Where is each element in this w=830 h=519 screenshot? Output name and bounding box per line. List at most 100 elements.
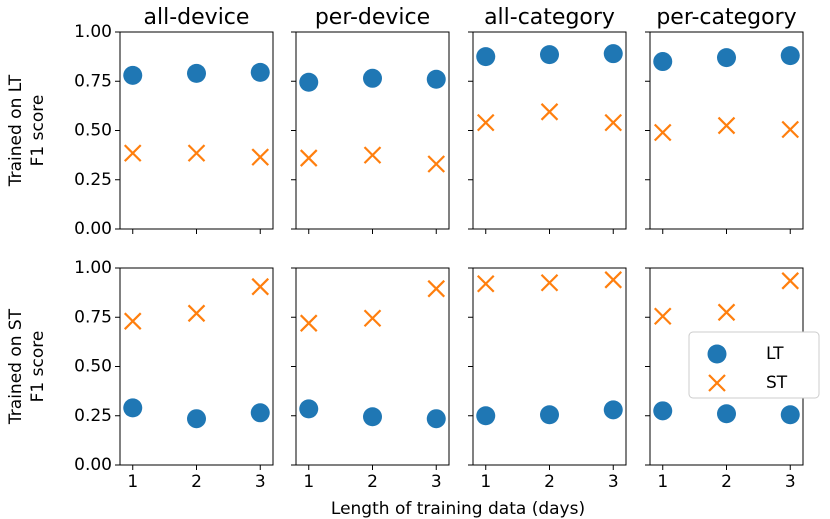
point-lt bbox=[653, 52, 673, 72]
panel-frame bbox=[119, 31, 274, 230]
point-lt bbox=[426, 409, 446, 429]
point-lt bbox=[299, 399, 319, 419]
point-lt bbox=[717, 404, 736, 424]
point-st bbox=[717, 116, 736, 135]
point-st bbox=[653, 123, 672, 142]
panel-r2-c2: 1 2 3 bbox=[291, 267, 450, 492]
legend-point-st-stroke-b bbox=[708, 374, 726, 392]
y-axis-label-row2: F1 score bbox=[28, 331, 48, 403]
legend: LT ST bbox=[688, 331, 820, 399]
point-st bbox=[363, 309, 382, 328]
x-tick-label: 1 bbox=[303, 472, 314, 492]
point-lt bbox=[363, 407, 382, 427]
point-st bbox=[123, 312, 142, 330]
point-lt bbox=[363, 68, 382, 88]
point-st bbox=[187, 304, 206, 323]
point-lt bbox=[476, 47, 496, 67]
x-tick-label: 2 bbox=[191, 472, 202, 492]
point-st-stroke-b bbox=[427, 279, 446, 298]
point-st bbox=[604, 113, 623, 132]
point-st-stroke-b bbox=[123, 144, 142, 162]
legend-point-lt bbox=[707, 344, 727, 364]
point-lt bbox=[250, 403, 270, 423]
point-lt bbox=[187, 63, 206, 83]
point-st-stroke-b bbox=[476, 274, 495, 293]
point-st-stroke-b bbox=[781, 272, 800, 290]
x-tick-label: 2 bbox=[544, 472, 555, 492]
point-lt bbox=[603, 44, 623, 64]
y-tick-label: 0.00 bbox=[74, 219, 112, 239]
y-tick-label: 0.25 bbox=[74, 406, 112, 426]
y-axis-label-row1: Trained on LT bbox=[6, 74, 26, 187]
panel-frame bbox=[119, 267, 274, 466]
point-lt bbox=[250, 62, 270, 82]
y-tick-label: 0.25 bbox=[74, 170, 112, 190]
point-st-stroke-b bbox=[540, 273, 559, 292]
point-st bbox=[476, 274, 495, 293]
point-st-stroke-b bbox=[604, 113, 623, 132]
point-st-stroke-b bbox=[427, 155, 446, 173]
point-st bbox=[427, 155, 446, 173]
point-lt bbox=[653, 401, 673, 421]
y-tick-label: 1.00 bbox=[74, 22, 112, 42]
point-lt bbox=[299, 72, 319, 92]
point-st-stroke-b bbox=[717, 303, 736, 322]
point-st-stroke-b bbox=[187, 304, 206, 323]
x-tick-label: 3 bbox=[255, 472, 266, 492]
y-tick-label: 0.75 bbox=[74, 71, 112, 91]
y-tick-label: 1.00 bbox=[74, 258, 112, 278]
point-lt bbox=[123, 398, 143, 418]
point-st-stroke-b bbox=[123, 312, 142, 330]
panel-frame bbox=[295, 31, 450, 230]
legend-marker-lt bbox=[707, 344, 727, 364]
y-tick-label: 0.00 bbox=[74, 455, 112, 475]
point-st bbox=[540, 273, 559, 292]
point-lt bbox=[780, 405, 800, 425]
panels-layer: 0.00 0.25 0.50 0.75 1.00 all-device per-device… bbox=[6, 5, 804, 492]
point-lt bbox=[426, 69, 446, 89]
point-st-stroke-b bbox=[604, 271, 623, 289]
legend-label-st: ST bbox=[766, 373, 788, 393]
point-st-stroke-b bbox=[299, 314, 318, 332]
point-st-stroke-b bbox=[540, 103, 559, 121]
y-axis-label-row2: Trained on ST bbox=[6, 308, 26, 425]
point-st-stroke-b bbox=[363, 309, 382, 328]
point-st bbox=[540, 103, 559, 121]
point-st bbox=[123, 144, 142, 162]
x-tick-label: 2 bbox=[367, 472, 378, 492]
panel-title: per-device bbox=[315, 5, 430, 30]
point-st-stroke-b bbox=[299, 149, 318, 167]
y-tick-label: 0.75 bbox=[74, 307, 112, 327]
point-lt bbox=[540, 45, 559, 65]
point-st-stroke-b bbox=[363, 146, 382, 164]
point-st-stroke-b bbox=[187, 144, 206, 162]
panel-r2-c3: 1 2 3 bbox=[468, 267, 627, 492]
legend-box bbox=[688, 331, 820, 399]
point-lt bbox=[187, 409, 206, 429]
y-tick-label: 0.50 bbox=[74, 357, 112, 377]
point-st bbox=[781, 120, 800, 139]
panel-title: all-category bbox=[484, 5, 615, 30]
point-st bbox=[604, 271, 623, 289]
point-st-stroke-b bbox=[653, 307, 672, 326]
y-axis-label-row1: F1 score bbox=[28, 95, 48, 167]
x-tick-label: 1 bbox=[657, 472, 668, 492]
point-st bbox=[427, 279, 446, 298]
legend-label-lt: LT bbox=[766, 344, 784, 364]
point-st bbox=[187, 144, 206, 162]
x-tick-label: 3 bbox=[608, 472, 619, 492]
point-st bbox=[251, 277, 270, 296]
point-st-stroke-b bbox=[251, 148, 270, 166]
point-lt bbox=[717, 48, 736, 68]
panel-frame bbox=[472, 267, 627, 466]
point-st bbox=[251, 148, 270, 166]
x-tick-label: 3 bbox=[785, 472, 796, 492]
point-st bbox=[717, 303, 736, 322]
point-lt bbox=[603, 400, 623, 420]
point-st bbox=[299, 149, 318, 167]
point-lt bbox=[540, 405, 559, 425]
point-st-stroke-b bbox=[476, 113, 495, 132]
x-tick-label: 3 bbox=[431, 472, 442, 492]
point-lt bbox=[123, 65, 143, 85]
panel-r1-c2: per-device bbox=[291, 5, 450, 234]
